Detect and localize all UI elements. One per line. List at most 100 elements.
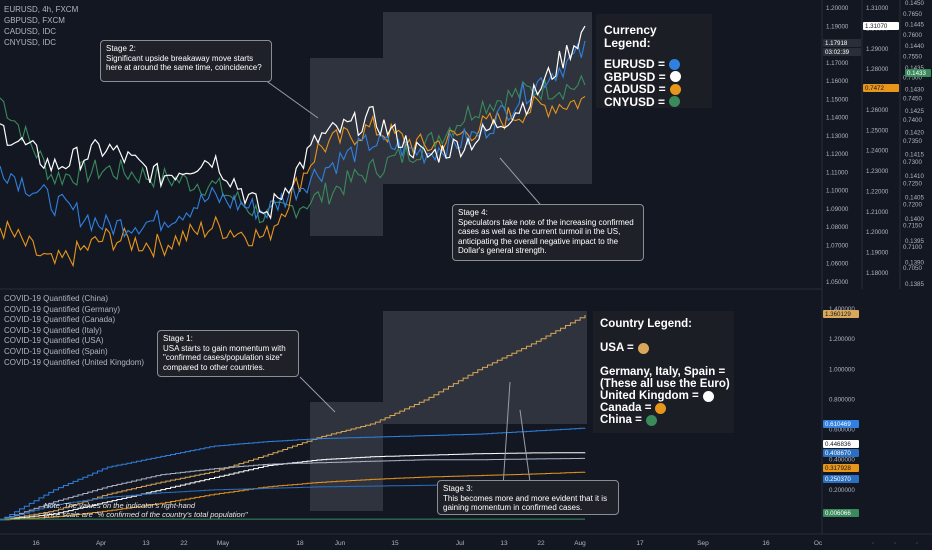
currency-legend-title: Currency Legend: <box>604 23 657 50</box>
country-legend-uk-label: United Kingdom = <box>600 390 699 402</box>
time-tick-3: 22 <box>180 540 188 547</box>
gbpusd-line[interactable] <box>0 25 586 220</box>
usa-value-tag: 1.360129 <box>825 311 851 318</box>
cad-price-tag-bg <box>863 84 899 92</box>
covid-axis-tick-2: 1.000000 <box>829 366 855 373</box>
cad-axis-tick-10: 0.7150 <box>903 223 922 230</box>
gbp-axis-tick-12: 1.19000 <box>866 250 889 257</box>
bottom-right-icon-2[interactable]: ◦ <box>894 540 896 547</box>
currency-legend-eur: EURUSD = <box>604 58 704 71</box>
legend-covid-usa[interactable]: COVID-19 Quantified (USA) <box>4 336 104 346</box>
eur-axis-tick-13: 1.07000 <box>826 242 849 249</box>
country-legend-euro: Germany, Italy, Spain = <box>600 366 727 378</box>
cad-axis-tick-4: 0.7450 <box>903 96 922 103</box>
currency-legend-cad-label: CADUSD = <box>604 82 666 96</box>
legend-covid-spain[interactable]: COVID-19 Quantified (Spain) <box>4 346 108 356</box>
legend-covid-italy[interactable]: COVID-19 Quantified (Italy) <box>4 325 102 335</box>
eur-price-tag-bg <box>823 39 861 47</box>
time-tick-4: May <box>217 540 230 547</box>
legend-covid-canada[interactable]: COVID-19 Quantified (Canada) <box>4 315 116 325</box>
currency-legend-cny: CNYUSD = <box>604 95 704 109</box>
stage4-line1: Speculators take note of the increasing … <box>458 217 634 227</box>
eur-axis-tick-0: 1.20000 <box>826 5 849 12</box>
stage3-line2: gaining momentum in confirmed cases. <box>443 503 583 512</box>
time-scale[interactable]: 16 Apr 13 22 May 18 Jun 15 Jul 13 22 Aug 17 Sep 16 Oc ◦ ◦… <box>32 540 918 547</box>
eur-time-tag: 03:02:39 <box>825 49 850 56</box>
china-value-tag-bg <box>823 509 859 517</box>
price-scale-bottom[interactable]: 1.400000 1.200000 1.000000 0.800000 0.600000… <box>829 306 855 494</box>
gbp-price-tag-bg <box>863 22 899 30</box>
cad-axis-tick-6: 0.7350 <box>903 138 922 145</box>
cad-axis-tick-8: 0.7250 <box>903 180 922 187</box>
stage3-pointer-1 <box>502 381 511 488</box>
spain-italy-value-tag: 0.408670 <box>825 450 851 457</box>
spain-line[interactable] <box>0 427 586 521</box>
time-tick-2: 13 <box>142 540 150 547</box>
time-tick-5: 18 <box>296 540 304 547</box>
covid-axis-tick-1: 1.200000 <box>829 336 855 343</box>
legend-eurusd[interactable]: EURUSD, 4h, FXCM <box>4 5 79 14</box>
stage4-pointer <box>499 157 546 211</box>
gbp-axis-tick-5: 1.26000 <box>866 107 889 114</box>
cad-axis-tick-2: 0.7550 <box>903 53 922 60</box>
legend-covid-uk[interactable]: COVID-19 Quantified (United Kingdom) <box>4 357 145 367</box>
currency-legend: Currency Legend: EURUSD = GBPUSD = CADUS… <box>596 14 712 108</box>
germany-value-tag: 0.610469 <box>825 421 851 428</box>
stage2-line2: here at around the same time, coincidenc… <box>106 63 262 72</box>
currency-series-group <box>0 25 586 268</box>
legend-cadusd[interactable]: CADUSD, IDC <box>4 27 57 36</box>
eur-axis-tick-1: 1.19000 <box>826 23 849 30</box>
canada-line[interactable] <box>0 471 586 521</box>
cny-color-dot <box>669 96 681 108</box>
eur-axis-tick-10: 1.10000 <box>826 188 849 195</box>
legend-cnyusd[interactable]: CNYUSD, IDC <box>4 38 57 47</box>
italy-line[interactable] <box>0 457 585 521</box>
bottom-right-icon-3[interactable]: ◦ <box>916 540 918 547</box>
covid-axis-tick-3: 0.800000 <box>829 396 855 403</box>
country-legend-usa-label: USA = <box>600 342 634 354</box>
scale-note: Note: The values on the indicator's righ… <box>44 501 248 519</box>
gbp-axis-tick-8: 1.23000 <box>866 168 889 175</box>
country-legend-uk: United Kingdom = <box>600 390 727 402</box>
country-legend-china: China = <box>600 414 727 426</box>
stage3-title: Stage 3: <box>443 484 473 493</box>
gbp-color-dot <box>669 71 681 83</box>
uk-value-tag: 0.446836 <box>825 441 851 448</box>
legend-covid-germany[interactable]: COVID-19 Quantified (Germany) <box>4 304 121 314</box>
eur-axis-tick-9: 1.11000 <box>826 169 848 176</box>
cny-axis-tick-8: 0.1410 <box>905 173 924 180</box>
covid-axis-tick-6: 0.200000 <box>829 487 855 494</box>
eur-time-tag-bg <box>823 48 861 56</box>
cad-axis-tick-7: 0.7300 <box>903 159 922 166</box>
bottom-right-icon-1[interactable]: ◦ <box>872 540 874 547</box>
cnyusd-line[interactable] <box>0 74 586 224</box>
time-tick-15: Oc <box>814 540 823 547</box>
cny-axis-tick-11: 0.1395 <box>905 238 924 245</box>
currency-legend-gbp: GBPUSD = <box>604 70 704 84</box>
legend-covid-china[interactable]: COVID-19 Quantified (China) <box>4 294 109 303</box>
gbp-axis-tick-10: 1.21000 <box>866 209 889 216</box>
stage2-line1: Significant upside breakaway move starts <box>106 53 254 63</box>
canada-color-dot <box>655 402 667 414</box>
legend-gbpusd[interactable]: GBPUSD, FXCM <box>4 16 65 25</box>
usa-line[interactable] <box>0 315 586 521</box>
cad-axis-tick-12: 0.7050 <box>903 265 922 272</box>
stage3-pointer-2 <box>519 409 531 483</box>
highlight-region-top <box>310 12 592 236</box>
stage4-line2: cases as well as the current turmoil in … <box>458 227 621 236</box>
canada-value-tag: 0.317928 <box>825 465 851 472</box>
china-color-dot <box>645 414 657 426</box>
time-tick-1: Apr <box>96 540 107 547</box>
eur-axis-tick-7: 1.13000 <box>826 133 849 140</box>
stage1-pointer <box>299 376 336 413</box>
china-value-tag: 0.006066 <box>825 510 851 517</box>
cny-axis-tick-5: 0.1425 <box>905 108 924 115</box>
spain-italy-value-tag-bg <box>823 449 859 457</box>
cad-axis-tick-11: 0.7100 <box>903 244 922 251</box>
time-tick-12: 17 <box>636 540 644 547</box>
gbp-price-tag: 1.31070 <box>865 23 888 30</box>
covid-axis-tick-4: 0.600000 <box>829 427 855 434</box>
country-legend-euro-label: Germany, Italy, Spain = <box>600 366 726 378</box>
eur-axis-tick-3: 1.17000 <box>826 60 849 67</box>
